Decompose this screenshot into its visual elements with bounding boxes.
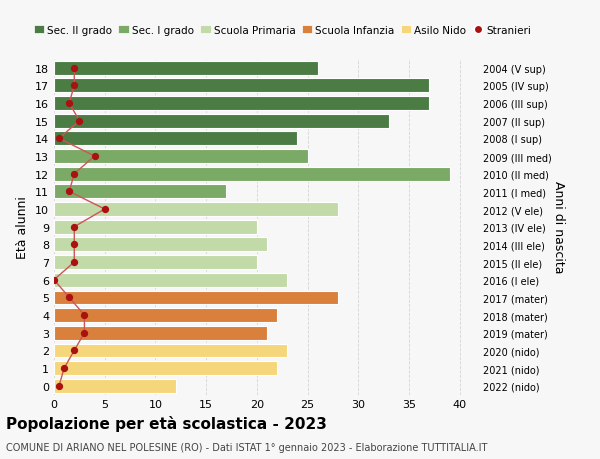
Bar: [54, 273, 287, 287]
Point: [70, 224, 79, 231]
Point: [70, 83, 79, 90]
Bar: [54, 203, 338, 217]
Point: [80, 312, 89, 319]
Text: COMUNE DI ARIANO NEL POLESINE (RO) - Dati ISTAT 1° gennaio 2023 - Elaborazione T: COMUNE DI ARIANO NEL POLESINE (RO) - Dat…: [6, 442, 487, 452]
Text: Popolazione per età scolastica - 2023: Popolazione per età scolastica - 2023: [6, 415, 327, 431]
Point: [64, 294, 74, 302]
Point: [80, 330, 89, 337]
Bar: [54, 150, 308, 163]
Point: [70, 65, 79, 72]
Bar: [54, 62, 318, 75]
Point: [54, 382, 64, 390]
Bar: [54, 291, 338, 305]
Point: [70, 171, 79, 178]
Bar: [54, 132, 298, 146]
Legend: Sec. II grado, Sec. I grado, Scuola Primaria, Scuola Infanzia, Asilo Nido, Stran: Sec. II grado, Sec. I grado, Scuola Prim…: [29, 21, 535, 39]
Bar: [54, 114, 389, 128]
Bar: [54, 326, 267, 340]
Bar: [54, 361, 277, 375]
Bar: [54, 220, 257, 234]
Bar: [54, 185, 226, 199]
Bar: [54, 308, 277, 322]
Point: [70, 347, 79, 354]
Bar: [54, 168, 449, 181]
Y-axis label: Età alunni: Età alunni: [16, 196, 29, 258]
Point: [54, 135, 64, 143]
Point: [74, 118, 84, 125]
Bar: [54, 238, 267, 252]
Point: [90, 153, 100, 160]
Point: [100, 206, 110, 213]
Bar: [54, 256, 257, 269]
Point: [70, 241, 79, 248]
Bar: [54, 97, 429, 111]
Point: [70, 259, 79, 266]
Bar: [54, 79, 429, 93]
Point: [49, 276, 59, 284]
Point: [64, 100, 74, 107]
Bar: [54, 344, 287, 358]
Bar: [54, 379, 176, 393]
Point: [64, 188, 74, 196]
Y-axis label: Anni di nascita: Anni di nascita: [553, 181, 565, 274]
Point: [59, 364, 69, 372]
